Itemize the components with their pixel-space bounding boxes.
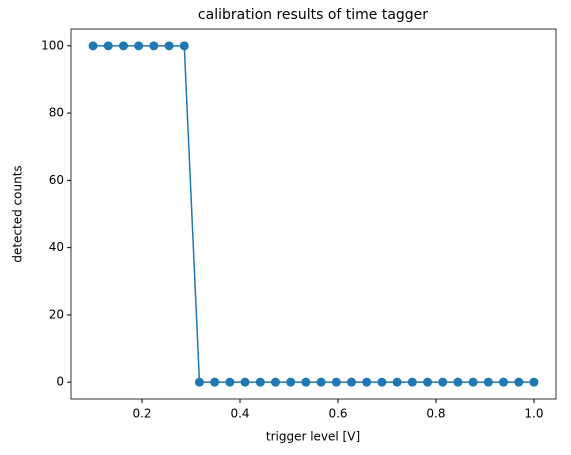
y-tick-label: 80 — [49, 106, 64, 120]
marker — [194, 377, 204, 387]
y-tick-label: 20 — [49, 307, 64, 321]
x-tick-label: 0.2 — [132, 407, 151, 421]
chart-title: calibration results of time tagger — [198, 7, 428, 23]
marker — [225, 377, 235, 387]
marker — [118, 41, 128, 51]
marker — [499, 377, 509, 387]
marker — [392, 377, 402, 387]
marker — [134, 41, 144, 51]
marker — [438, 377, 448, 387]
marker — [468, 377, 478, 387]
axes-frame — [70, 28, 557, 400]
marker — [164, 41, 174, 51]
marker — [529, 377, 539, 387]
marker — [423, 377, 433, 387]
marker — [514, 377, 524, 387]
marker — [301, 377, 311, 387]
marker — [103, 41, 113, 51]
y-tick-label: 40 — [49, 240, 64, 254]
marker — [286, 377, 296, 387]
marker — [453, 377, 463, 387]
marker — [210, 377, 220, 387]
marker — [240, 377, 250, 387]
y-tick-label: 0 — [56, 375, 64, 389]
x-tick-label: 0.6 — [328, 407, 347, 421]
x-tick-label: 0.8 — [426, 407, 445, 421]
marker — [149, 41, 159, 51]
line — [93, 45, 534, 383]
marker — [362, 377, 372, 387]
marker — [179, 41, 189, 51]
x-tick-label: 0.4 — [230, 407, 249, 421]
y-axis-label: detected counts — [11, 165, 25, 262]
x-axis-label: trigger level [V] — [266, 430, 360, 444]
marker — [316, 377, 326, 387]
marker — [255, 377, 265, 387]
marker — [483, 377, 493, 387]
y-tick-label: 60 — [49, 173, 64, 187]
marker — [88, 41, 98, 51]
marker — [331, 377, 341, 387]
marker — [407, 377, 417, 387]
y-tick-label: 100 — [41, 38, 64, 52]
marker — [347, 377, 357, 387]
marker — [270, 377, 280, 387]
x-tick-label: 1.0 — [524, 407, 543, 421]
marker — [377, 377, 387, 387]
